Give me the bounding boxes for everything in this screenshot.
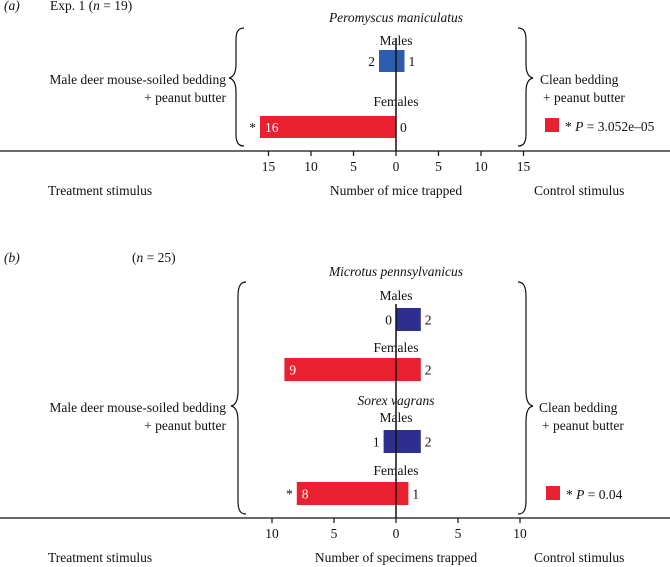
panel-a-species-title: Peromyscus maniculatus <box>328 10 463 25</box>
panel-b-left-brace <box>230 281 247 515</box>
tick-label: 5 <box>331 526 338 541</box>
panel-b-sorex-males-control-value: 2 <box>425 435 432 450</box>
panel-b-sorex-females-treatment-bar <box>296 482 396 505</box>
panel-b-sorex-females-control-value: 1 <box>412 487 419 502</box>
panel-a-right-brace <box>517 27 534 147</box>
panel-b-control-desc-2: + peanut butter <box>542 418 624 433</box>
panel-a-left-brace <box>228 27 245 147</box>
tick-label: 0 <box>393 159 400 174</box>
tick-label: 5 <box>455 526 462 541</box>
tick-label: 5 <box>350 159 357 174</box>
panel-b-x-label: Number of specimens trapped <box>315 550 478 565</box>
panel-b-x-ticks: 10 5 0 5 10 <box>265 518 527 541</box>
tick-label: 15 <box>262 159 276 174</box>
tick-label: 10 <box>474 159 488 174</box>
panel-a-females-treatment-value: 16 <box>265 120 279 135</box>
panel-b-n: (n = 25) <box>132 250 176 265</box>
panel-a-legend-swatch <box>545 118 559 132</box>
panel-a-control-desc-1: Clean bedding <box>540 72 619 87</box>
tick-label: 5 <box>435 159 442 174</box>
tick-label: 10 <box>304 159 318 174</box>
tick-label: 10 <box>265 526 279 541</box>
panel-b-group-label-microtus-males: Males <box>380 288 413 303</box>
panel-b-microtus-females-treatment-bar <box>284 358 396 381</box>
panel-b-sorex-females-significance: * <box>286 487 293 502</box>
tick-label: 10 <box>513 526 527 541</box>
panel-a-males-treatment-bar <box>379 50 396 72</box>
panel-a-x-ticks: 15 10 5 0 5 10 15 <box>262 151 531 174</box>
tick-label: 15 <box>517 159 531 174</box>
panel-a-treatment-desc-2: + peanut butter <box>144 90 226 105</box>
panel-b-treatment-desc-1: Male deer mouse-soiled bedding <box>49 400 226 415</box>
panel-b-sorex-males-treatment-bar <box>383 430 396 453</box>
panel-b-microtus-males-control-value: 2 <box>425 313 432 328</box>
panel-b-control-stimulus: Control stimulus <box>534 550 624 565</box>
panel-b-sorex-males-treatment-value: 1 <box>373 435 380 450</box>
panel-a-legend-text: * P = 3.052e–05 <box>565 119 655 134</box>
tick-label: 0 <box>393 526 400 541</box>
panel-a-males-treatment-value: 2 <box>368 54 375 69</box>
panel-b-microtus-females-treatment-value: 9 <box>289 363 296 378</box>
panel-a-n: Exp. 1 (n = 19) <box>50 0 132 13</box>
panel-a-females-control-value: 0 <box>400 120 407 135</box>
panel-b-right-brace <box>517 281 534 515</box>
panel-a-males-control-bar <box>396 50 405 72</box>
panel-b-sorex-females-control-bar <box>396 482 409 505</box>
panel-b-legend-text: * P = 0.04 <box>566 487 623 502</box>
panel-b-microtus-males-treatment-value: 0 <box>385 313 392 328</box>
panel-b-legend-swatch <box>546 486 560 500</box>
panel-a-control-stimulus: Control stimulus <box>534 183 624 198</box>
panel-a-females-significance: * <box>249 120 256 135</box>
panel-b-treatment-stimulus: Treatment stimulus <box>48 550 152 565</box>
panel-a-control-desc-2: + peanut butter <box>543 90 625 105</box>
panel-a: (a) Exp. 1 (n = 19) Peromyscus maniculat… <box>0 0 670 198</box>
panel-b-treatment-desc-2: + peanut butter <box>144 418 226 433</box>
panel-a-treatment-stimulus: Treatment stimulus <box>48 183 152 198</box>
panel-a-females-treatment-bar <box>260 116 396 138</box>
panel-b-microtus-males-control-bar <box>396 308 421 331</box>
panel-b-microtus-females-control-bar <box>396 358 421 381</box>
panel-b-sorex-males-control-bar <box>396 430 421 453</box>
panel-a-treatment-desc-1: Male deer mouse-soiled bedding <box>49 72 226 87</box>
panel-a-males-control-value: 1 <box>409 54 416 69</box>
panel-a-label: (a) <box>4 0 20 13</box>
panel-b: (b) (n = 25) Microtus pennsylvanicus Sor… <box>0 250 670 565</box>
panel-b-sorex-females-treatment-value: 8 <box>302 487 309 502</box>
panel-a-x-label: Number of mice trapped <box>330 183 463 198</box>
panel-b-label: (b) <box>4 250 20 265</box>
panel-b-species-title-1: Microtus pennsylvanicus <box>328 264 463 279</box>
panel-b-control-desc-1: Clean bedding <box>539 400 618 415</box>
panel-b-microtus-females-control-value: 2 <box>425 363 432 378</box>
